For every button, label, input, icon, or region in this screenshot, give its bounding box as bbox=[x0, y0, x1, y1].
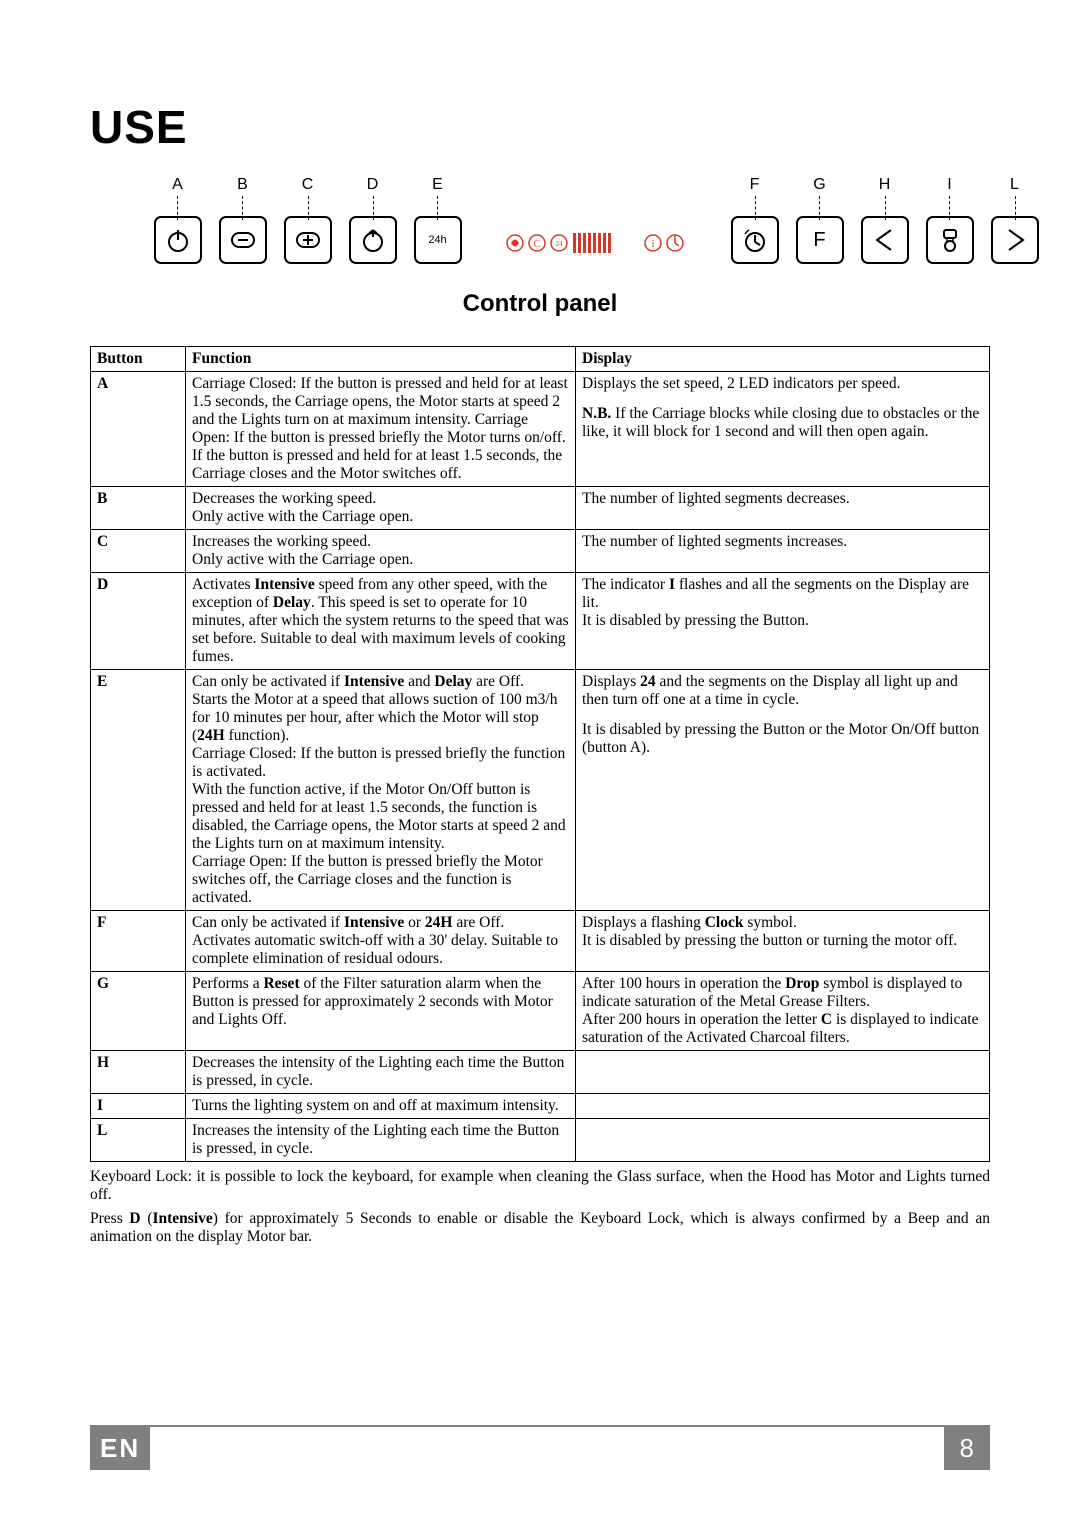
cell-button: F bbox=[91, 911, 186, 972]
table-row: HDecreases the intensity of the Lighting… bbox=[91, 1051, 990, 1094]
table-row: BDecreases the working speed.Only active… bbox=[91, 487, 990, 530]
table-row: ECan only be activated if Intensive and … bbox=[91, 670, 990, 911]
footnote2-intensive: Intensive bbox=[152, 1210, 212, 1227]
button-G-diagram: G F bbox=[792, 176, 847, 264]
minus-icon bbox=[219, 216, 267, 264]
cell-function: Can only be activated if Intensive or 24… bbox=[186, 911, 576, 972]
cell-display: Displays a flashing Clock symbol.It is d… bbox=[576, 911, 990, 972]
label-F: F bbox=[750, 176, 760, 216]
filter-reset-icon: F bbox=[796, 216, 844, 264]
right-button-group: F G F H I L bbox=[727, 176, 1042, 264]
page-title: USE bbox=[90, 100, 990, 154]
label-I: I bbox=[947, 176, 951, 216]
table-row: ACarriage Closed: If the button is press… bbox=[91, 372, 990, 487]
display-right-icons: i bbox=[641, 228, 687, 258]
cell-button: I bbox=[91, 1094, 186, 1119]
label-D: D bbox=[367, 176, 379, 216]
control-panel-diagram: A B C D E 24h bbox=[90, 176, 990, 264]
cell-display: Displays 24 and the segments on the Disp… bbox=[576, 670, 990, 911]
cell-function: Turns the lighting system on and off at … bbox=[186, 1094, 576, 1119]
button-H-diagram: H bbox=[857, 176, 912, 264]
footnote-keyboard-lock-2: Press D (Intensive) for approximately 5 … bbox=[90, 1210, 990, 1246]
header-function: Function bbox=[186, 347, 576, 372]
cell-function: Increases the intensity of the Lighting … bbox=[186, 1119, 576, 1162]
display-left-icons: C 24 bbox=[505, 228, 635, 258]
cell-button: G bbox=[91, 972, 186, 1051]
label-E: E bbox=[432, 176, 443, 216]
cell-function: Carriage Closed: If the button is presse… bbox=[186, 372, 576, 487]
control-panel-subtitle: Control panel bbox=[90, 290, 990, 318]
button-A-diagram: A bbox=[150, 176, 205, 264]
cell-display bbox=[576, 1094, 990, 1119]
label-C: C bbox=[302, 176, 314, 216]
cell-button: L bbox=[91, 1119, 186, 1162]
cell-display: The indicator I flashes and all the segm… bbox=[576, 573, 990, 670]
footnote2-pre: Press bbox=[90, 1210, 129, 1227]
24h-icon: 24h bbox=[414, 216, 462, 264]
label-A: A bbox=[172, 176, 183, 216]
button-B-diagram: B bbox=[215, 176, 270, 264]
function-table: Button Function Display ACarriage Closed… bbox=[90, 346, 990, 1162]
button-I-diagram: I bbox=[922, 176, 977, 264]
left-button-group: A B C D E 24h bbox=[150, 176, 465, 264]
cell-button: B bbox=[91, 487, 186, 530]
cell-button: H bbox=[91, 1051, 186, 1094]
intensive-icon bbox=[349, 216, 397, 264]
svg-text:C: C bbox=[534, 239, 541, 250]
cell-button: A bbox=[91, 372, 186, 487]
delay-icon bbox=[731, 216, 779, 264]
svg-text:24: 24 bbox=[556, 240, 564, 248]
header-display: Display bbox=[576, 347, 990, 372]
cell-display: The number of lighted segments increases… bbox=[576, 530, 990, 573]
power-icon bbox=[154, 216, 202, 264]
footnote-keyboard-lock: Keyboard Lock: it is possible to lock th… bbox=[90, 1168, 990, 1204]
table-row: FCan only be activated if Intensive or 2… bbox=[91, 911, 990, 972]
cell-display: After 100 hours in operation the Drop sy… bbox=[576, 972, 990, 1051]
table-row: LIncreases the intensity of the Lighting… bbox=[91, 1119, 990, 1162]
cell-display bbox=[576, 1119, 990, 1162]
label-L: L bbox=[1010, 176, 1019, 216]
button-E-diagram: E 24h bbox=[410, 176, 465, 264]
cell-button: E bbox=[91, 670, 186, 911]
footnote2-key: D bbox=[129, 1210, 140, 1227]
footnote2-paren: ( bbox=[141, 1210, 153, 1227]
footer-language: EN bbox=[90, 1427, 150, 1470]
cell-function: Increases the working speed.Only active … bbox=[186, 530, 576, 573]
cell-button: D bbox=[91, 573, 186, 670]
cell-display: Displays the set speed, 2 LED indicators… bbox=[576, 372, 990, 487]
display-indicators: C 24 i bbox=[505, 228, 687, 258]
light-increase-icon bbox=[991, 216, 1039, 264]
label-G: G bbox=[813, 176, 825, 216]
cell-function: Performs a Reset of the Filter saturatio… bbox=[186, 972, 576, 1051]
cell-button: C bbox=[91, 530, 186, 573]
cell-display bbox=[576, 1051, 990, 1094]
plus-icon bbox=[284, 216, 332, 264]
button-C-diagram: C bbox=[280, 176, 335, 264]
light-onoff-icon bbox=[926, 216, 974, 264]
label-B: B bbox=[237, 176, 248, 216]
svg-text:i: i bbox=[652, 239, 655, 250]
button-L-diagram: L bbox=[987, 176, 1042, 264]
label-H: H bbox=[879, 176, 891, 216]
table-row: DActivates Intensive speed from any othe… bbox=[91, 573, 990, 670]
cell-function: Decreases the working speed.Only active … bbox=[186, 487, 576, 530]
cell-function: Can only be activated if Intensive and D… bbox=[186, 670, 576, 911]
cell-display: The number of lighted segments decreases… bbox=[576, 487, 990, 530]
cell-function: Decreases the intensity of the Lighting … bbox=[186, 1051, 576, 1094]
button-D-diagram: D bbox=[345, 176, 400, 264]
footnote2-post: ) for approximately 5 Seconds to enable … bbox=[90, 1210, 990, 1245]
light-decrease-icon bbox=[861, 216, 909, 264]
footer-page-number: 8 bbox=[944, 1427, 990, 1470]
header-button: Button bbox=[91, 347, 186, 372]
table-row: GPerforms a Reset of the Filter saturati… bbox=[91, 972, 990, 1051]
table-row: ITurns the lighting system on and off at… bbox=[91, 1094, 990, 1119]
button-F-diagram: F bbox=[727, 176, 782, 264]
table-row: CIncreases the working speed.Only active… bbox=[91, 530, 990, 573]
footer: EN 8 bbox=[90, 1425, 990, 1470]
cell-function: Activates Intensive speed from any other… bbox=[186, 573, 576, 670]
